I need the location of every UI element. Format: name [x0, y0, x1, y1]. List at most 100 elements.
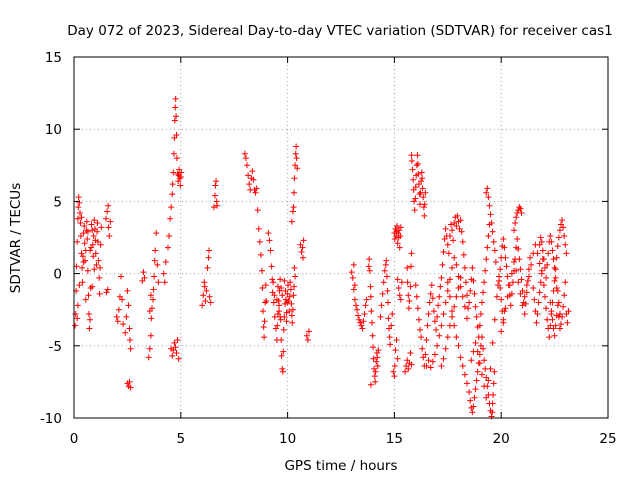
- data-point: [84, 228, 91, 235]
- data-point: [175, 178, 182, 185]
- data-point: [444, 279, 451, 286]
- data-point: [391, 235, 398, 242]
- data-point: [287, 279, 294, 286]
- data-point: [406, 298, 413, 305]
- data-point: [271, 313, 278, 320]
- data-point: [512, 220, 519, 227]
- data-point: [392, 225, 399, 232]
- data-point: [114, 318, 121, 325]
- data-point: [459, 363, 466, 370]
- data-point: [418, 169, 425, 176]
- y-tick-label: -5: [49, 339, 62, 355]
- data-point: [274, 283, 281, 290]
- data-point: [214, 202, 221, 209]
- data-point: [350, 286, 357, 293]
- data-point: [352, 302, 359, 309]
- data-point: [388, 322, 395, 329]
- data-point: [277, 316, 284, 323]
- data-point: [552, 322, 559, 329]
- x-tick-label: 0: [70, 431, 79, 447]
- data-point: [493, 293, 500, 300]
- data-point: [94, 238, 101, 245]
- data-point: [74, 215, 81, 222]
- data-point: [304, 337, 311, 344]
- data-point: [393, 222, 400, 229]
- data-point: [174, 170, 181, 177]
- y-tick-label: 15: [45, 50, 62, 66]
- data-point: [421, 201, 428, 208]
- data-point: [351, 296, 358, 303]
- data-point: [496, 277, 503, 284]
- data-point: [211, 192, 218, 199]
- data-point: [383, 257, 390, 264]
- data-point: [489, 409, 496, 416]
- x-tick-label: 10: [279, 431, 296, 447]
- data-point: [524, 277, 531, 284]
- data-point: [412, 195, 419, 202]
- data-point: [393, 337, 400, 344]
- data-point: [444, 334, 451, 341]
- data-point: [397, 233, 404, 240]
- data-point: [490, 380, 497, 387]
- data-point: [548, 238, 555, 245]
- data-point: [467, 287, 474, 294]
- data-point: [423, 337, 430, 344]
- data-point: [273, 296, 280, 303]
- data-point: [416, 191, 423, 198]
- data-point: [170, 150, 177, 157]
- data-point: [517, 205, 524, 212]
- data-point: [241, 150, 248, 157]
- data-point: [268, 263, 275, 270]
- data-point: [349, 274, 356, 281]
- data-point: [498, 296, 505, 303]
- data-point: [146, 345, 153, 352]
- data-point: [367, 283, 374, 290]
- data-point: [449, 227, 456, 234]
- data-point: [371, 365, 378, 372]
- data-point: [104, 286, 111, 293]
- data-point: [414, 305, 421, 312]
- data-point: [140, 269, 147, 276]
- data-point: [425, 311, 432, 318]
- data-point: [563, 250, 570, 257]
- data-point: [444, 287, 451, 294]
- data-point: [467, 397, 474, 404]
- data-point: [366, 267, 373, 274]
- data-point: [284, 299, 291, 306]
- data-point: [440, 248, 447, 255]
- data-point: [80, 259, 87, 266]
- data-point: [450, 237, 457, 244]
- data-point: [377, 313, 384, 320]
- data-point: [515, 246, 522, 253]
- data-point: [82, 296, 89, 303]
- data-point: [88, 221, 95, 228]
- data-point: [474, 368, 481, 375]
- data-point: [555, 234, 562, 241]
- data-point: [485, 377, 492, 384]
- data-point: [289, 319, 296, 326]
- data-point: [162, 259, 169, 266]
- data-point: [440, 355, 447, 362]
- data-point: [384, 287, 391, 294]
- data-point: [299, 244, 306, 251]
- data-point: [453, 261, 460, 268]
- data-point: [464, 315, 471, 322]
- data-point: [472, 339, 479, 346]
- data-point: [395, 285, 402, 292]
- data-point: [303, 332, 310, 339]
- data-point: [175, 355, 182, 362]
- data-point: [439, 261, 446, 268]
- data-point: [547, 233, 554, 240]
- data-point: [255, 225, 262, 232]
- data-point: [544, 316, 551, 323]
- data-point: [398, 279, 405, 286]
- data-point: [451, 322, 458, 329]
- data-point: [535, 299, 542, 306]
- data-point: [391, 363, 398, 370]
- data-point: [122, 329, 129, 336]
- data-point: [394, 240, 401, 247]
- data-point: [155, 279, 162, 286]
- data-point: [449, 264, 456, 271]
- data-point: [390, 368, 397, 375]
